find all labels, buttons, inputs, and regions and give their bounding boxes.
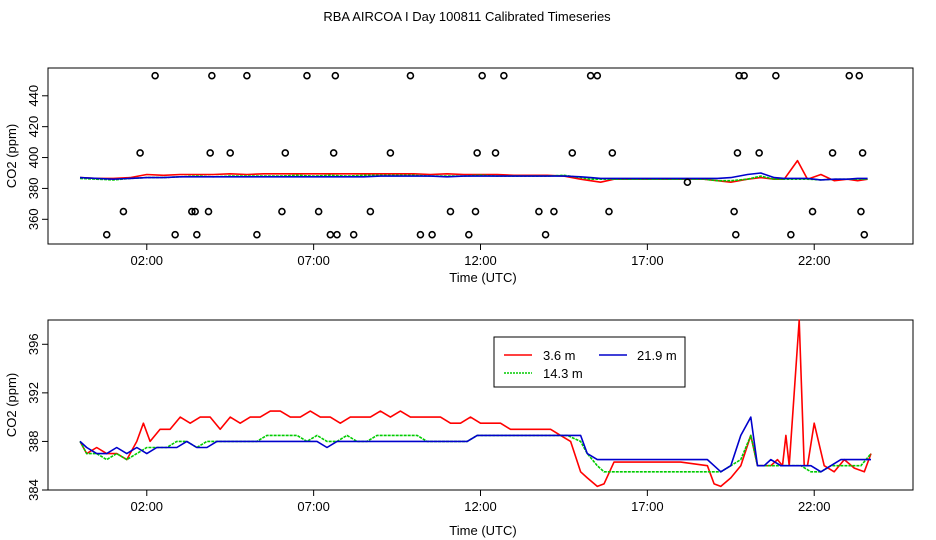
bottom-plot-y-tick-label: 392 xyxy=(26,382,41,404)
top-plot: 02:00 07:00 12:00 17:00 22:00 360 380 400 420 44… xyxy=(4,67,914,285)
top-plot-marker xyxy=(119,207,128,216)
top-plot-marker xyxy=(535,207,543,216)
top-plot-y-tick-label: 440 xyxy=(26,85,41,107)
bottom-plot-y-tick-label: 396 xyxy=(26,333,41,355)
top-plot-y-axis: 360 380 400 420 440 xyxy=(26,85,48,230)
top-plot-marker xyxy=(605,207,613,216)
bottom-plot-series xyxy=(79,319,872,488)
legend-label-14-3m: 14.3 m xyxy=(543,366,583,381)
top-plot-x-axis-label: Time (UTC) xyxy=(449,270,516,285)
top-plot-marker xyxy=(136,149,144,157)
top-plot-marker xyxy=(386,149,395,157)
bottom-plot-x-tick-label: 02:00 xyxy=(131,499,164,514)
top-plot-marker xyxy=(193,230,201,239)
top-plot-marker xyxy=(857,207,865,216)
top-plot-marker xyxy=(416,230,425,239)
top-plot-marker xyxy=(151,71,159,80)
top-plot-marker xyxy=(303,71,311,80)
top-plot-marker xyxy=(845,71,854,80)
top-plot-marker xyxy=(333,230,341,239)
bottom-plot-x-tick-label: 22:00 xyxy=(798,499,831,514)
top-plot-marker xyxy=(406,71,415,80)
top-plot-marker xyxy=(314,207,323,216)
bottom-plot-x-tick-label: 12:00 xyxy=(464,499,497,514)
figure-title: RBA AIRCOA I Day 100811 Calibrated Times… xyxy=(323,9,611,24)
top-plot-marker xyxy=(349,230,358,239)
bottom-plot-x-tick-label: 07:00 xyxy=(297,499,330,514)
top-plot-marker xyxy=(730,207,738,216)
top-plot-x-tick-label: 22:00 xyxy=(798,253,831,268)
top-plot-y-tick-label: 380 xyxy=(26,178,41,200)
top-plot-marker xyxy=(608,149,617,157)
top-plot-marker xyxy=(731,230,740,239)
top-plot-marker xyxy=(772,71,780,80)
legend-label-21-9m: 21.9 m xyxy=(637,348,677,363)
top-plot-marker xyxy=(740,71,748,80)
top-plot-marker xyxy=(206,149,214,157)
top-plot-marker xyxy=(683,178,692,187)
bottom-plot-x-axis-label: Time (UTC) xyxy=(449,523,516,538)
top-plot-y-tick-label: 420 xyxy=(26,116,41,138)
bottom-plot-y-tick-label: 384 xyxy=(26,479,41,501)
top-plot-marker xyxy=(855,71,864,80)
top-plot-marker xyxy=(568,149,577,157)
top-plot-marker xyxy=(204,207,213,216)
top-plot-marker xyxy=(735,71,743,80)
top-plot-marker xyxy=(593,71,602,80)
top-plot-marker xyxy=(755,149,763,157)
top-plot-marker xyxy=(329,149,338,157)
top-plot-y-tick-label: 360 xyxy=(26,208,41,230)
top-plot-marker xyxy=(278,207,286,216)
top-plot-marker xyxy=(860,230,869,239)
bottom-plot-y-axis-label: CO2 (ppm) xyxy=(4,373,19,437)
top-plot-x-tick-label: 02:00 xyxy=(131,253,164,268)
top-plot-marker xyxy=(191,207,199,216)
top-plot-x-axis: 02:00 07:00 12:00 17:00 22:00 xyxy=(131,244,831,268)
top-plot-marker xyxy=(446,207,455,216)
top-plot-marker xyxy=(491,149,500,157)
top-plot-marker xyxy=(331,71,340,80)
top-plot-marker xyxy=(473,149,481,157)
top-plot-x-tick-label: 17:00 xyxy=(631,253,664,268)
top-plot-marker xyxy=(500,71,508,80)
top-plot-marker xyxy=(550,207,558,216)
top-plot-marker xyxy=(188,207,196,216)
top-plot-marker xyxy=(858,149,867,157)
top-plot-marker xyxy=(243,71,251,80)
top-plot-series-21-9-m xyxy=(79,172,868,181)
bottom-plot-y-axis: 384 388 392 396 xyxy=(26,333,48,501)
top-plot-marker xyxy=(808,207,817,216)
top-plot-x-tick-label: 12:00 xyxy=(464,253,497,268)
bottom-plot-series-21-9-m xyxy=(79,416,871,473)
top-plot-marker xyxy=(828,149,837,157)
bottom-plot-x-axis: 02:00 07:00 12:00 17:00 22:00 xyxy=(131,490,831,514)
top-plot-marker xyxy=(281,149,290,157)
top-plot-marker xyxy=(366,207,375,216)
bottom-plot-series-3-6-m xyxy=(79,319,872,488)
bottom-plot-y-tick-label: 388 xyxy=(26,431,41,453)
bottom-plot-x-tick-label: 17:00 xyxy=(631,499,664,514)
top-plot-marker xyxy=(226,149,235,157)
legend-label-3-6m: 3.6 m xyxy=(543,348,576,363)
top-plot-marker xyxy=(465,230,473,239)
top-plot-markers xyxy=(102,71,869,239)
top-plot-y-tick-label: 400 xyxy=(26,147,41,169)
top-plot-marker xyxy=(253,230,261,239)
top-plot-marker xyxy=(428,230,436,239)
top-plot-x-tick-label: 07:00 xyxy=(297,253,330,268)
legend: 3.6 m 21.9 m 14.3 m xyxy=(493,336,686,388)
top-plot-marker xyxy=(787,230,795,239)
top-plot-marker xyxy=(102,230,111,239)
top-plot-series xyxy=(79,159,868,183)
top-plot-y-axis-label: CO2 (ppm) xyxy=(4,124,19,188)
top-plot-marker xyxy=(478,71,486,80)
top-plot-marker xyxy=(733,149,742,157)
top-plot-marker xyxy=(171,230,179,239)
legend-box xyxy=(493,336,686,388)
bottom-plot: 02:00 07:00 12:00 17:00 22:00 384 388 392 396 T… xyxy=(4,319,914,538)
top-plot-marker xyxy=(208,71,216,80)
top-plot-marker xyxy=(471,207,480,216)
top-plot-marker xyxy=(541,230,550,239)
